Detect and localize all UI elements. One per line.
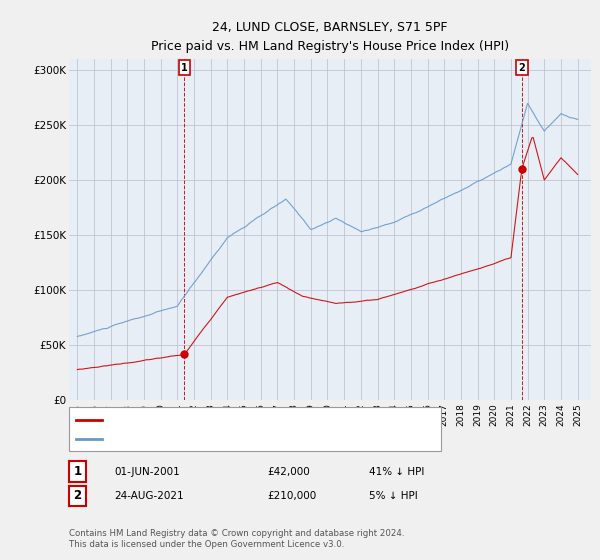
Text: Contains HM Land Registry data © Crown copyright and database right 2024.
This d: Contains HM Land Registry data © Crown c… xyxy=(69,529,404,549)
Text: HPI: Average price, detached house, Barnsley: HPI: Average price, detached house, Barn… xyxy=(107,433,330,444)
Text: 1: 1 xyxy=(181,63,188,73)
Text: 5% ↓ HPI: 5% ↓ HPI xyxy=(369,491,418,501)
Text: 2: 2 xyxy=(73,489,82,502)
Text: 1: 1 xyxy=(73,465,82,478)
Text: 01-JUN-2001: 01-JUN-2001 xyxy=(114,466,180,477)
Text: £42,000: £42,000 xyxy=(267,466,310,477)
Text: 2: 2 xyxy=(518,63,525,73)
Text: 24, LUND CLOSE, BARNSLEY, S71 5PF (detached house): 24, LUND CLOSE, BARNSLEY, S71 5PF (detac… xyxy=(107,415,380,425)
Text: 41% ↓ HPI: 41% ↓ HPI xyxy=(369,466,424,477)
Text: 24-AUG-2021: 24-AUG-2021 xyxy=(114,491,184,501)
Title: 24, LUND CLOSE, BARNSLEY, S71 5PF
Price paid vs. HM Land Registry's House Price : 24, LUND CLOSE, BARNSLEY, S71 5PF Price … xyxy=(151,21,509,53)
Text: £210,000: £210,000 xyxy=(267,491,316,501)
